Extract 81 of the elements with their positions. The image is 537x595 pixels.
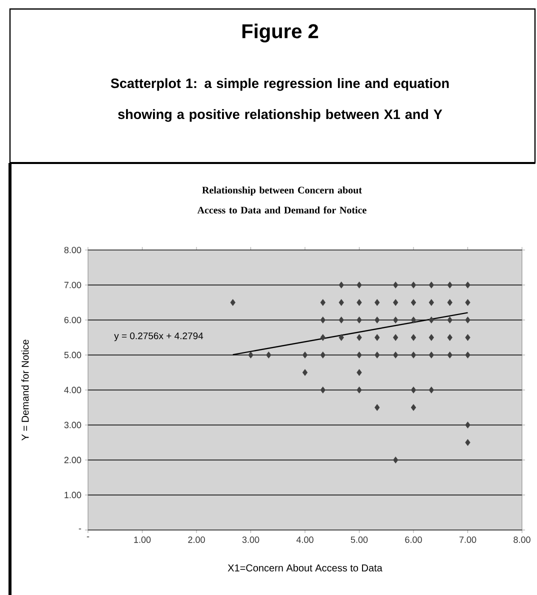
- point: [374, 404, 380, 411]
- x-tick-label: 5.00: [350, 536, 368, 543]
- point: [320, 316, 326, 324]
- point: [356, 299, 362, 306]
- y-tick-label: 5.00: [64, 352, 82, 358]
- point: [410, 386, 416, 394]
- x-axis-title: X1=Concern About Access to Data: [228, 564, 382, 572]
- x-tick-label: -: [86, 536, 90, 538]
- point: [356, 352, 362, 358]
- point: [447, 316, 452, 324]
- point: [230, 299, 236, 306]
- point: [428, 386, 434, 394]
- y-axis-title: Y = Demand for Notice: [21, 340, 29, 440]
- point: [338, 316, 344, 324]
- point: [447, 352, 452, 358]
- point: [338, 299, 344, 306]
- point: [356, 316, 362, 324]
- point: [410, 404, 416, 411]
- point: [302, 352, 308, 358]
- point: [374, 334, 380, 341]
- chart-title: Relationship between Concern about Access to Data and Demand for Notice: [197, 186, 366, 214]
- x-tick-label: 7.00: [459, 536, 476, 543]
- y-tick-label: 7.00: [64, 282, 82, 288]
- point: [428, 352, 434, 358]
- point: [356, 334, 362, 341]
- point: [302, 369, 308, 376]
- text: Scatterplot 1: a simple regression line and equation showing a positive relationship between X1 and Y: [110, 78, 449, 122]
- point: [374, 316, 380, 324]
- point: [410, 299, 416, 306]
- x-tick-label: 1.00: [134, 536, 151, 543]
- point: [447, 334, 452, 341]
- point: [266, 352, 272, 358]
- point: [428, 316, 434, 324]
- x-tick-label: 3.00: [242, 536, 260, 543]
- point: [447, 282, 452, 288]
- point: [428, 334, 434, 341]
- y-tick-label: 6.00: [64, 316, 82, 324]
- point: [465, 352, 470, 358]
- point: [356, 369, 362, 376]
- x-tick-label: 6.00: [405, 536, 422, 543]
- point: [338, 282, 344, 288]
- point: [320, 299, 326, 306]
- y-tick-label: 4.00: [64, 386, 82, 394]
- point: [465, 299, 470, 306]
- x-tick-label: 4.00: [296, 536, 314, 543]
- y-tick-label: 1.00: [64, 492, 82, 498]
- point: [465, 439, 470, 446]
- point: [392, 334, 398, 341]
- point: [320, 334, 326, 341]
- point: [447, 299, 452, 306]
- point: [465, 282, 470, 288]
- point: [465, 334, 470, 341]
- annotation: y = 0.2756x + 4.2794: [114, 332, 204, 342]
- point: [338, 334, 344, 341]
- point: [410, 282, 416, 288]
- point: [428, 282, 434, 288]
- point: [248, 352, 254, 358]
- point: [410, 316, 416, 324]
- point: [465, 422, 470, 428]
- point: [465, 316, 470, 324]
- point: [392, 352, 398, 358]
- y-tick-label: 3.00: [64, 422, 82, 428]
- point: [392, 316, 398, 324]
- x-tick-label: 2.00: [188, 536, 205, 543]
- y-tick-label: 8.00: [64, 246, 82, 254]
- point: [374, 352, 380, 358]
- point: [392, 456, 398, 464]
- point: [320, 352, 326, 358]
- point: [320, 386, 326, 394]
- point: [392, 282, 398, 288]
- point: [410, 352, 416, 358]
- point: [392, 299, 398, 306]
- x-tick-label: 8.00: [514, 536, 530, 543]
- y-tick-label: -: [78, 528, 82, 530]
- caption: Figure 2: [242, 24, 318, 42]
- y-tick-label: 2.00: [64, 456, 82, 464]
- point: [356, 386, 362, 394]
- point: [410, 334, 416, 341]
- point: [374, 299, 380, 306]
- point: [428, 299, 434, 306]
- point: [356, 282, 362, 288]
